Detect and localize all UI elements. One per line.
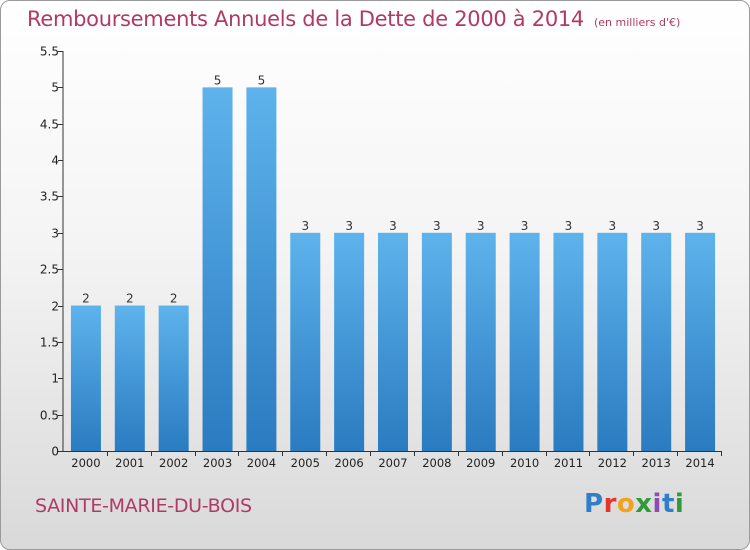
data-label: 3 — [652, 219, 660, 233]
y-tick-label: 4.5 — [40, 118, 59, 132]
y-tick-label: 0 — [51, 445, 59, 459]
bar — [70, 305, 101, 451]
x-tick-label: 2010 — [510, 456, 539, 470]
bar — [641, 232, 672, 451]
x-tick-label: 2011 — [554, 456, 583, 470]
x-tick-label: 2006 — [334, 456, 363, 470]
data-label: 5 — [258, 73, 266, 87]
y-tick-label: 5.5 — [40, 45, 59, 59]
bar — [465, 232, 496, 451]
data-label: 3 — [433, 219, 441, 233]
bar — [202, 87, 233, 451]
logo-letter: x — [635, 489, 653, 519]
bar — [246, 87, 277, 451]
x-tick-label: 2003 — [203, 456, 232, 470]
labels: 2000 2 2001 2 2002 2 2003 5 2004 5 2005 3 2006 3 2007 3… — [71, 73, 714, 470]
chart-unit: (en milliers d'€) — [594, 16, 681, 29]
x-tick-label: 2007 — [378, 456, 407, 470]
bar — [334, 232, 365, 451]
data-label: 2 — [170, 292, 178, 306]
y-tick-label: 2.5 — [40, 263, 59, 277]
x-tick-label: 2000 — [71, 456, 100, 470]
bar — [597, 232, 628, 451]
bar — [553, 232, 584, 451]
logo-letter: i — [652, 489, 662, 519]
x-tick-label: 2014 — [685, 456, 714, 470]
x-tick-label: 2004 — [247, 456, 276, 470]
logo-letter: t — [661, 489, 675, 519]
logo-letter: P — [584, 489, 604, 519]
x-tick-label: 2008 — [422, 456, 451, 470]
y-tick-label: 0.5 — [40, 409, 59, 423]
x-tick-label: 2012 — [598, 456, 627, 470]
bar — [158, 305, 189, 451]
y-tick-label: 2 — [51, 300, 59, 314]
bar — [685, 232, 716, 451]
data-label: 3 — [389, 219, 397, 233]
data-label: 3 — [565, 219, 573, 233]
data-label: 5 — [214, 73, 222, 87]
logo-letter: o — [616, 489, 636, 519]
bar — [114, 305, 145, 451]
logo-letter: r — [603, 489, 617, 519]
x-tick-label: 2009 — [466, 456, 495, 470]
y-tick-label: 3 — [51, 227, 59, 241]
bar — [509, 232, 540, 451]
axes: 0 0.5 1 1.5 2 2.5 3 3.5 4 4.5 5 5.5 — [40, 45, 722, 459]
x-tick-label: 2013 — [642, 456, 671, 470]
data-label: 3 — [521, 219, 529, 233]
data-label: 3 — [301, 219, 309, 233]
y-tick-label: 1.5 — [40, 336, 59, 350]
data-label: 2 — [126, 292, 134, 306]
bar — [378, 232, 408, 451]
title-row: Remboursements Annuels de la Dette de 20… — [27, 7, 680, 31]
bar — [290, 232, 321, 451]
y-tick-label: 4 — [51, 154, 59, 168]
y-tick-label: 1 — [51, 372, 59, 386]
data-label: 2 — [82, 292, 90, 306]
data-label: 3 — [609, 219, 617, 233]
y-tick-label: 3.5 — [40, 190, 59, 204]
logo-letter: i — [674, 489, 685, 519]
x-tick-label: 2002 — [159, 456, 188, 470]
bars — [70, 87, 716, 451]
x-tick-label: 2001 — [115, 456, 144, 470]
data-label: 3 — [696, 219, 704, 233]
y-tick-label: 5 — [51, 81, 59, 95]
commune-name: SAINTE-MARIE-DU-BOIS — [35, 495, 252, 517]
proxiti-logo[interactable]: Proxiti — [584, 489, 684, 519]
chart-title: Remboursements Annuels de la Dette de 20… — [27, 7, 584, 31]
data-label: 3 — [477, 219, 485, 233]
x-tick-label: 2005 — [291, 456, 320, 470]
bar — [421, 232, 452, 451]
data-label: 3 — [345, 219, 353, 233]
